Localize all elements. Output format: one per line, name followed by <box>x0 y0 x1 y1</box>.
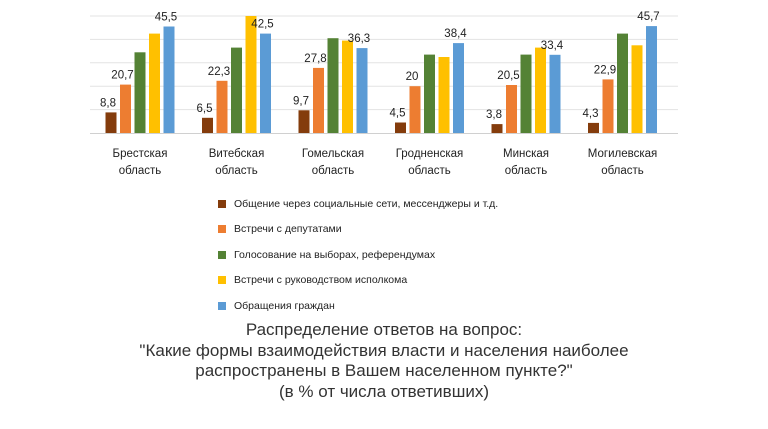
data-label: 20 <box>406 71 419 83</box>
legend-swatch <box>218 199 226 208</box>
bar <box>631 45 643 134</box>
bar <box>424 54 435 133</box>
bar <box>342 40 353 133</box>
bar <box>535 47 546 133</box>
legend-swatch <box>218 301 226 310</box>
data-label: 4,5 <box>390 108 406 120</box>
caption-line: распространены в Вашем населенном пункте… <box>195 361 573 380</box>
legend-item: Встречи с руководством исполкома <box>218 268 498 294</box>
legend-label: Встречи с руководством исполкома <box>234 274 408 287</box>
legend-item: Обращения граждан <box>218 293 498 319</box>
bar <box>520 54 532 133</box>
bar <box>453 43 464 133</box>
bar <box>491 124 503 133</box>
caption-line: Распределение ответов на вопрос: <box>245 320 523 339</box>
bar <box>134 52 146 133</box>
bar <box>395 122 406 133</box>
category-label: Брестская <box>113 148 168 160</box>
bar <box>105 112 117 133</box>
bar <box>120 84 131 133</box>
data-label: 42,5 <box>251 19 273 31</box>
category-label: область <box>408 165 451 177</box>
legend: Общение через социальные сети, мессендже… <box>218 191 498 319</box>
bar <box>260 33 271 133</box>
data-label: 22,9 <box>594 64 616 76</box>
data-label: 20,5 <box>497 70 519 82</box>
bar <box>163 26 175 133</box>
data-label: 45,7 <box>637 11 659 23</box>
legend-swatch <box>218 276 226 285</box>
bar <box>506 85 517 133</box>
data-label: 6,5 <box>197 103 213 115</box>
bar <box>149 33 160 133</box>
category-label: область <box>505 165 548 177</box>
bar <box>356 48 368 133</box>
data-label: 20,7 <box>111 70 133 82</box>
bar <box>438 57 450 133</box>
bar <box>216 80 228 133</box>
category-label: область <box>119 165 162 177</box>
bar <box>245 16 257 133</box>
category-label: область <box>312 165 355 177</box>
data-label: 36,3 <box>348 33 370 45</box>
bar <box>617 33 628 133</box>
bar <box>602 79 614 133</box>
data-label: 45,5 <box>155 12 177 24</box>
category-label: Гомельская <box>302 148 364 160</box>
legend-swatch <box>218 225 226 234</box>
category-label: Могилевская <box>588 148 657 160</box>
category-label: область <box>601 165 644 177</box>
data-label: 8,8 <box>100 97 116 109</box>
bar <box>231 47 242 133</box>
bar <box>202 117 213 133</box>
bar <box>549 54 561 133</box>
category-label: Гродненская <box>396 148 464 160</box>
data-label: 4,3 <box>583 108 599 120</box>
gridlines <box>90 15 678 111</box>
legend-swatch <box>218 250 226 259</box>
caption-line: (в % от числа ответивших) <box>278 381 489 401</box>
data-label: 3,8 <box>486 109 502 121</box>
data-label: 38,4 <box>444 28 467 40</box>
data-label: 9,7 <box>293 95 309 107</box>
bar <box>313 67 324 133</box>
category-label: Витебская <box>209 148 265 160</box>
category-label: область <box>215 165 258 177</box>
bar <box>646 26 657 134</box>
bar-chart: 8,8 20,7 45,5 6,5 22,3 42,5 9,7 27,8 36,3 4,5 20 38… <box>90 11 678 177</box>
data-label: 27,8 <box>304 53 326 65</box>
caption-line: "Какие формы взаимодействия власти и нас… <box>139 340 629 360</box>
legend-label: Общение через социальные сети, мессендже… <box>234 197 499 210</box>
legend-item: Встречи с депутатами <box>218 217 498 243</box>
legend-label: Голосование на выборах, референдумах <box>234 248 436 261</box>
data-label: 22,3 <box>208 66 230 78</box>
legend-item: Голосование на выборах, референдумах <box>218 242 498 268</box>
category-labels: Брестская область Витебская область Гомельск… <box>113 148 658 177</box>
bars <box>105 16 657 134</box>
bar <box>409 86 421 133</box>
legend-label: Встречи с депутатами <box>234 223 342 236</box>
category-label: Минская <box>503 148 549 160</box>
data-label: 33,4 <box>541 40 564 52</box>
bar <box>588 122 599 133</box>
bar <box>327 38 339 134</box>
data-labels: 8,8 20,7 45,5 6,5 22,3 42,5 9,7 27,8 36,3 4,5 20 38… <box>100 11 660 121</box>
bar <box>298 110 310 133</box>
legend-label: Обращения граждан <box>234 299 335 312</box>
legend-item: Общение через социальные сети, мессендже… <box>218 191 498 217</box>
chart-caption: Распределение ответов на вопрос: "Какие … <box>0 320 768 402</box>
